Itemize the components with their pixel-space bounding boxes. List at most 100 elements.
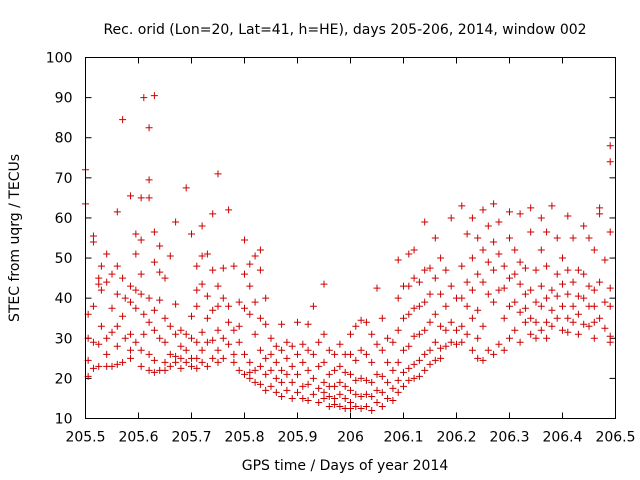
data-point — [527, 204, 535, 212]
data-point — [137, 362, 145, 370]
data-point — [373, 340, 381, 348]
data-point — [484, 222, 492, 230]
data-point — [384, 334, 392, 342]
data-point — [553, 292, 561, 300]
data-point — [458, 262, 466, 270]
data-point — [193, 364, 201, 372]
data-point — [410, 246, 418, 254]
data-point — [304, 396, 312, 404]
data-point — [309, 374, 317, 382]
data-point — [405, 364, 413, 372]
data-point — [209, 354, 217, 362]
data-point — [161, 338, 169, 346]
data-point — [182, 184, 190, 192]
data-point — [458, 338, 466, 346]
data-point — [209, 266, 217, 274]
data-point — [256, 266, 264, 274]
data-point — [193, 354, 201, 362]
data-point — [235, 338, 243, 346]
data-point — [132, 304, 140, 312]
data-point — [511, 246, 519, 254]
data-point — [177, 342, 185, 350]
data-point — [283, 354, 291, 362]
data-point — [606, 142, 614, 150]
data-point — [394, 294, 402, 302]
data-point — [214, 282, 222, 290]
data-point — [161, 314, 169, 322]
y-tick-label: 40 — [55, 291, 73, 307]
data-point — [288, 378, 296, 386]
data-point — [495, 286, 503, 294]
data-point — [95, 362, 103, 370]
data-point — [442, 266, 450, 274]
data-point — [453, 326, 460, 334]
data-point — [288, 362, 296, 370]
data-point — [357, 316, 365, 324]
data-point — [256, 246, 264, 254]
data-point — [251, 378, 259, 386]
data-point — [463, 302, 471, 310]
data-point — [352, 402, 360, 410]
data-point — [580, 320, 588, 328]
data-point — [188, 334, 195, 342]
data-point — [341, 368, 349, 376]
data-point — [113, 342, 121, 350]
y-tick-label: 90 — [55, 91, 73, 107]
data-point — [564, 266, 572, 274]
data-point — [384, 394, 392, 402]
data-point — [405, 250, 413, 258]
data-point — [225, 318, 233, 326]
data-point — [474, 334, 482, 342]
data-point — [415, 356, 423, 364]
data-point — [89, 232, 97, 240]
data-point — [137, 270, 145, 278]
data-point — [119, 358, 127, 366]
data-point — [543, 318, 551, 326]
data-point — [203, 250, 211, 258]
x-tick-label: 206.3 — [489, 430, 529, 446]
data-point — [479, 278, 487, 286]
data-point — [378, 314, 386, 322]
data-point — [495, 340, 503, 348]
data-point — [230, 350, 238, 358]
data-point — [468, 214, 476, 222]
data-point — [336, 402, 344, 410]
data-point — [145, 194, 153, 202]
x-tick-label: 205.8 — [224, 430, 264, 446]
data-point — [299, 340, 307, 348]
data-point — [331, 382, 339, 390]
data-point — [590, 334, 598, 342]
data-point — [431, 310, 439, 318]
data-point — [137, 194, 145, 202]
data-point — [373, 284, 381, 292]
data-point — [585, 322, 593, 330]
data-point — [272, 374, 280, 382]
data-point — [410, 374, 418, 382]
data-point — [251, 298, 259, 306]
data-point — [251, 252, 259, 260]
data-point — [177, 354, 185, 362]
data-point — [241, 236, 248, 244]
data-point — [362, 376, 370, 384]
data-point — [495, 218, 503, 226]
data-point — [230, 262, 238, 270]
data-point — [103, 278, 111, 286]
data-point — [156, 296, 164, 304]
data-point — [267, 382, 275, 390]
data-point — [336, 362, 344, 370]
data-point — [490, 298, 498, 306]
data-point — [484, 346, 492, 354]
data-point — [463, 278, 471, 286]
data-point — [442, 302, 450, 310]
data-point — [103, 334, 111, 342]
data-point — [113, 262, 121, 270]
data-point — [214, 346, 222, 354]
x-tick-label: 206.2 — [436, 430, 476, 446]
data-point — [606, 228, 614, 236]
data-point — [527, 228, 535, 236]
data-point — [320, 280, 328, 288]
data-point — [490, 200, 498, 208]
data-point — [166, 350, 174, 358]
data-point — [596, 314, 604, 322]
data-point — [198, 222, 206, 230]
